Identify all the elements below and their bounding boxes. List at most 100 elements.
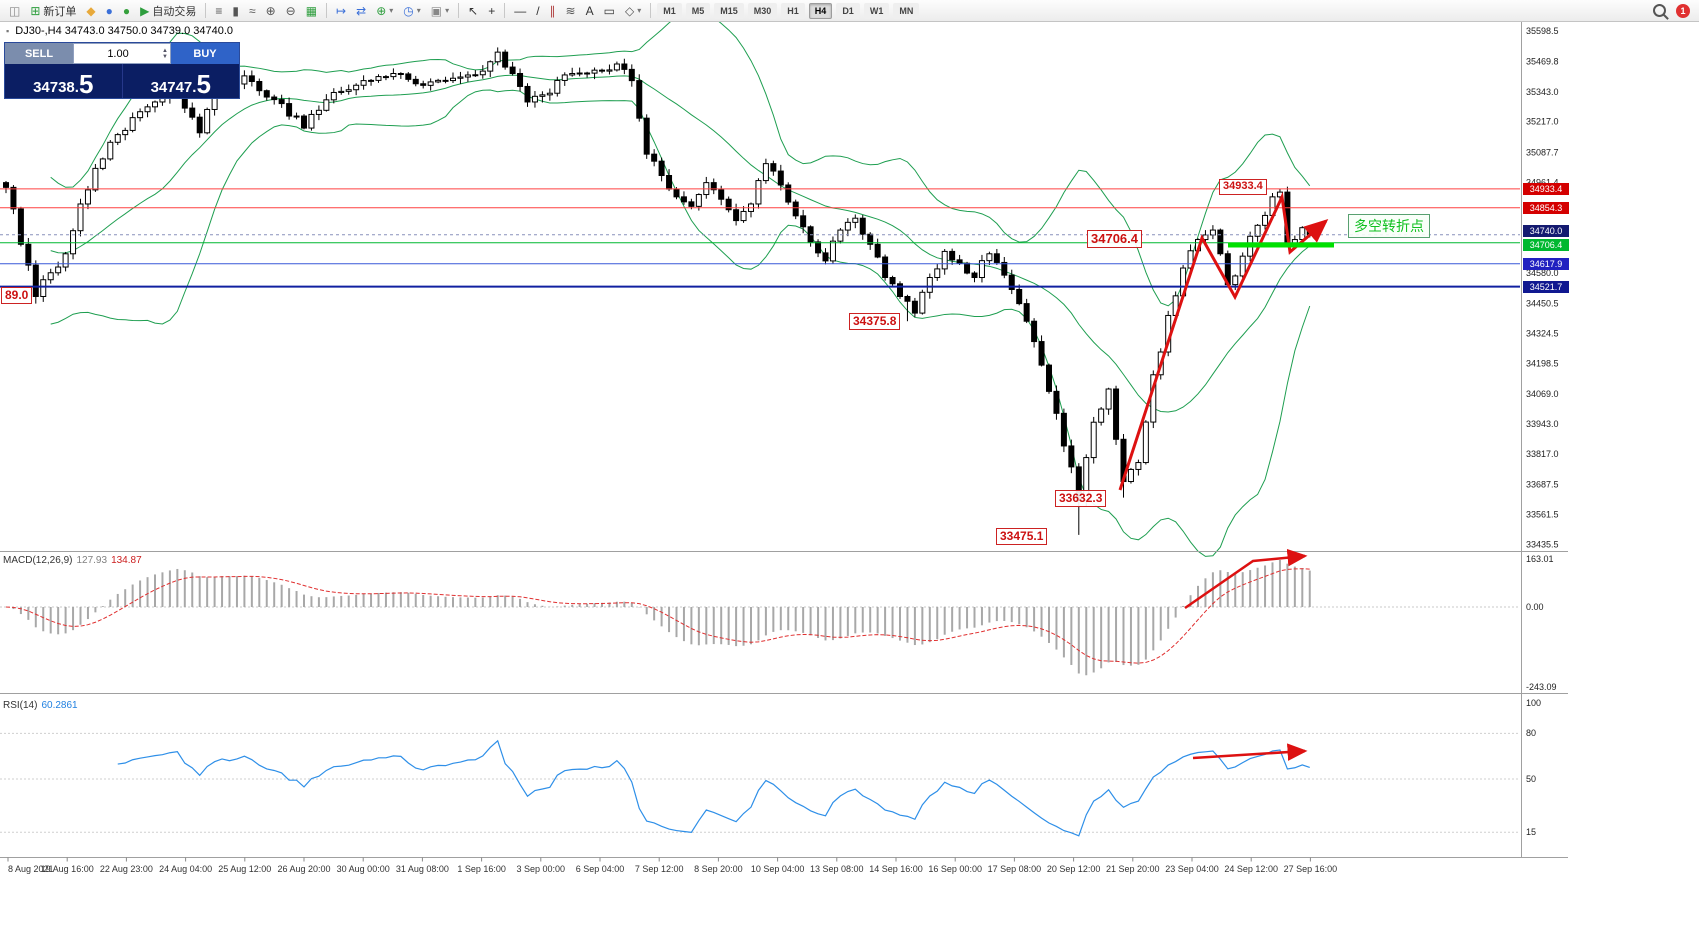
timeframe-d1[interactable]: D1 (836, 2, 860, 19)
volume-stepper[interactable]: ▲ ▼ (73, 43, 171, 64)
mql5-icon[interactable]: ◆ (82, 4, 99, 18)
autotrade-button[interactable]: ▶ 自动交易 (136, 2, 200, 20)
new-order-button[interactable]: ⊞ 新订单 (26, 2, 80, 20)
svg-text:27 Sep 16:00: 27 Sep 16:00 (1284, 864, 1338, 874)
timeframe-h1[interactable]: H1 (781, 2, 805, 19)
price-scale-box: 34933.4 (1523, 182, 1569, 195)
auto-scroll-icon: ↦ (336, 3, 347, 18)
hline-tool-icon[interactable]: — (510, 4, 530, 18)
community-icon[interactable]: ● (119, 4, 134, 18)
candles (3, 47, 1313, 535)
chart-canvas[interactable]: 35598.5 35469.8 35343.0 35217.0 35087.7 34961… (0, 22, 1568, 943)
macd-signal-line (5, 568, 1310, 664)
chart-ohlc-values: 34743.0 34750.0 34739.0 34740.0 (64, 25, 234, 37)
periods-button: ◷ (403, 3, 414, 18)
auto-scroll-icon[interactable]: ↦ (332, 4, 350, 18)
svg-text:35598.5: 35598.5 (1526, 26, 1559, 36)
price-annotation-label[interactable]: 33632.3 (1055, 490, 1107, 507)
price-scale[interactable]: 35598.5 35469.8 35343.0 35217.0 35087.7 34961… (1526, 26, 1559, 837)
chart-window-icon: ◫ (9, 3, 21, 18)
cursor-icon[interactable]: ↖ (464, 4, 482, 18)
chevron-down-icon: ▾ (416, 6, 421, 15)
sell-price[interactable]: 34738. 5 (33, 68, 94, 99)
svg-text:35343.0: 35343.0 (1526, 87, 1559, 97)
notification-badge[interactable]: 1 (1676, 3, 1690, 18)
sell-button[interactable]: SELL (5, 43, 73, 64)
channel-tool-icon[interactable]: ∥ (546, 4, 560, 18)
price-annotation-label[interactable]: 34706.4 (1087, 230, 1142, 249)
timeframe-m15[interactable]: M15 (714, 2, 744, 19)
timeframe-mn[interactable]: MN (893, 2, 920, 19)
text-tool-icon: A (585, 3, 594, 18)
candle-chart-icon: ▮ (232, 3, 239, 18)
timeframe-m30[interactable]: M30 (747, 2, 778, 19)
price-annotation-label[interactable]: 34933.4 (1219, 179, 1267, 195)
text-tool-icon[interactable]: A (582, 4, 598, 18)
line-chart-icon[interactable]: ≈ (245, 4, 260, 18)
fibo-tool-icon[interactable]: ≋ (562, 4, 580, 18)
toolbar-separator (458, 3, 460, 18)
bollinger-bands (50, 22, 1311, 557)
indicators-button[interactable]: ⊕ ▾ (372, 4, 397, 18)
shapes-tool-button[interactable]: ◇ ▾ (621, 4, 645, 18)
price-annotation-label[interactable]: 34375.8 (849, 313, 901, 330)
buy-price[interactable]: 34747. 5 (150, 68, 211, 99)
svg-text:8 Aug 2021: 8 Aug 2021 (8, 864, 54, 874)
svg-text:35469.8: 35469.8 (1526, 57, 1559, 67)
periods-button[interactable]: ◷ ▾ (399, 4, 425, 18)
tile-windows-icon[interactable]: ▦ (302, 4, 321, 18)
svg-text:33943.0: 33943.0 (1526, 419, 1559, 429)
price-annotation-label[interactable]: 89.0 (1, 287, 33, 304)
timeframe-h4[interactable]: H4 (808, 2, 833, 19)
profile-icon[interactable]: ● (102, 4, 117, 18)
price-scale-box: 34854.3 (1523, 201, 1569, 214)
chart-ohlc-title: ▪ DJ30-,H4 34743.0 34750.0 34739.0 34740… (6, 25, 233, 37)
line-chart-icon: ≈ (249, 3, 256, 18)
trendline-tool-icon[interactable]: / (532, 4, 543, 18)
label-tool-icon[interactable]: ▭ (600, 4, 619, 18)
svg-text:34198.5: 34198.5 (1526, 358, 1559, 368)
svg-text:31 Aug 08:00: 31 Aug 08:00 (396, 864, 449, 874)
profile-icon: ● (105, 3, 113, 18)
chart-window-icon[interactable]: ◫ (5, 4, 24, 18)
trend-annotations[interactable] (1118, 191, 1334, 761)
trendline-tool-icon: / (536, 3, 540, 18)
chart-symbol-icon: ▪ (6, 26, 10, 36)
price-scale-box: 34617.9 (1523, 257, 1569, 270)
zoom-in-icon[interactable]: ⊕ (262, 4, 280, 18)
toolbar-separator (504, 3, 506, 18)
svg-text:34580.0: 34580.0 (1526, 268, 1559, 278)
rsi-levels (0, 732, 1520, 833)
timeframe-m1[interactable]: M1 (657, 2, 682, 19)
timeframe-w1[interactable]: W1 (863, 2, 890, 19)
crosshair-icon[interactable]: + (484, 4, 499, 18)
svg-text:23 Sep 04:00: 23 Sep 04:00 (1165, 864, 1219, 874)
turning-point-label[interactable]: 多空转折点 (1348, 214, 1430, 238)
search-icon[interactable] (1653, 4, 1666, 17)
chevron-down-icon: ▾ (637, 6, 642, 15)
svg-text:26 Aug 20:00: 26 Aug 20:00 (277, 864, 330, 874)
price-annotation-label[interactable]: 33475.1 (996, 528, 1048, 545)
zoom-out-icon: ⊖ (285, 3, 296, 18)
chart-window: 35598.5 35469.8 35343.0 35217.0 35087.7 34961… (0, 22, 1699, 943)
chart-symbol-period: DJ30-,H4 (15, 25, 62, 37)
price-scale-box: 34740.0 (1523, 224, 1569, 237)
chart-shift-icon[interactable]: ⇄ (352, 4, 370, 18)
svg-text:35087.7: 35087.7 (1526, 147, 1559, 157)
volume-down-icon[interactable]: ▼ (162, 53, 168, 60)
volume-input[interactable] (74, 46, 163, 61)
volume-up-icon[interactable]: ▲ (162, 47, 168, 54)
toolbar-separator (326, 3, 328, 18)
timeframe-m5[interactable]: M5 (685, 2, 711, 19)
svg-text:6 Sep 04:00: 6 Sep 04:00 (576, 864, 625, 874)
buy-button[interactable]: BUY (171, 43, 239, 64)
svg-text:24 Aug 04:00: 24 Aug 04:00 (159, 864, 212, 874)
templates-button[interactable]: ▣ ▾ (427, 4, 453, 18)
candle-chart-icon[interactable]: ▮ (228, 4, 243, 18)
chevron-down-icon: ▾ (389, 6, 394, 15)
bar-chart-icon[interactable]: ≡ (211, 4, 226, 18)
zoom-out-icon[interactable]: ⊖ (282, 4, 300, 18)
svg-text:19 Aug 16:00: 19 Aug 16:00 (41, 864, 94, 874)
svg-text:0.00: 0.00 (1526, 602, 1544, 612)
